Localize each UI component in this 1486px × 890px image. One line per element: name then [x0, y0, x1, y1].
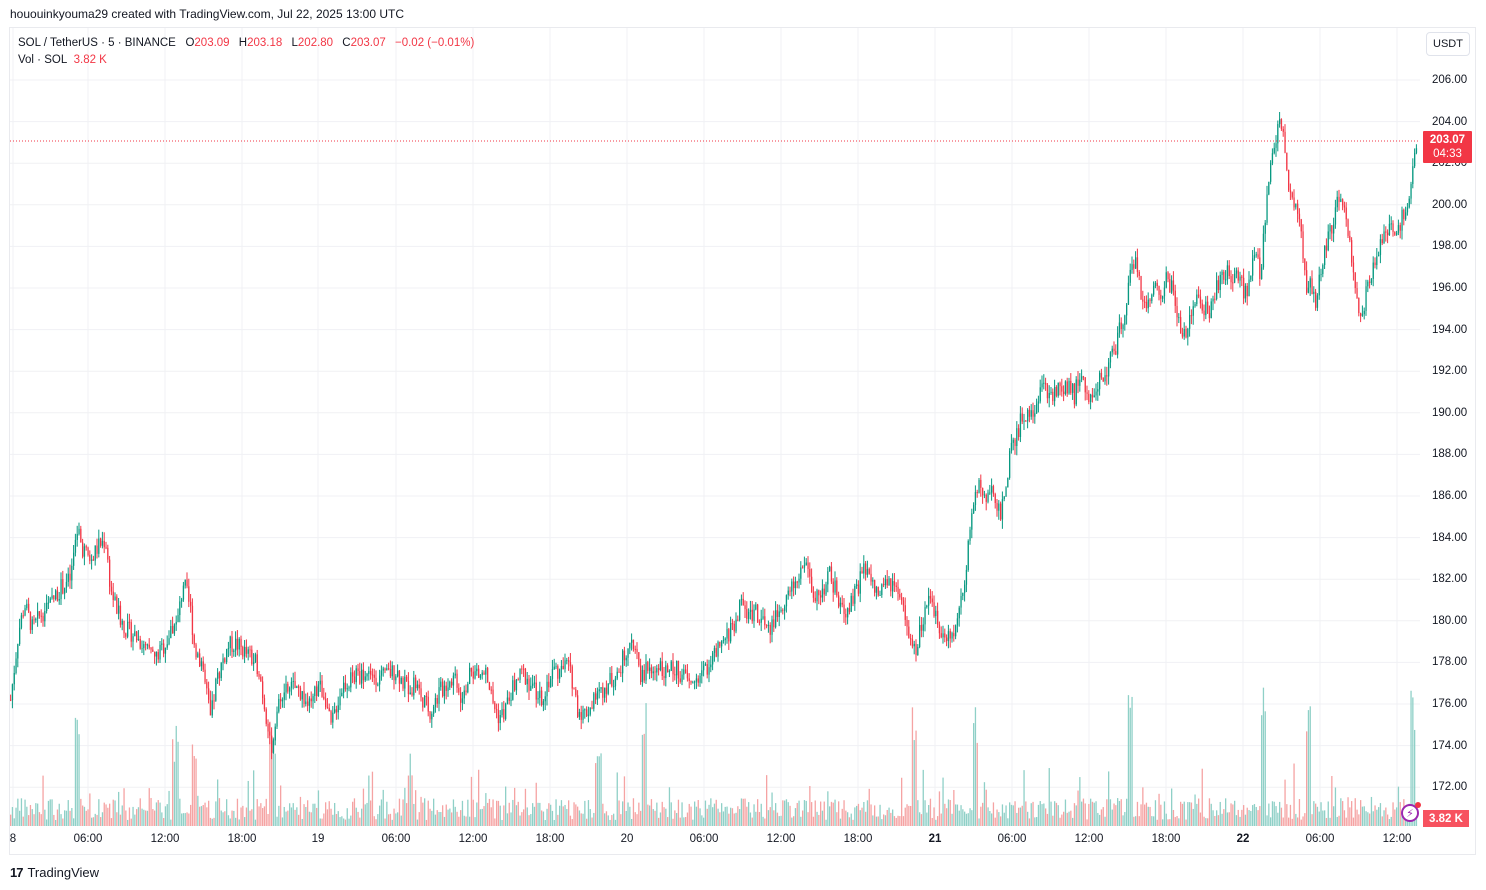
price-tick-label: 182.00: [1432, 573, 1468, 586]
price-tick-label: 188.00: [1432, 448, 1468, 461]
price-tick-label: 172.00: [1432, 781, 1468, 794]
price-tick-label: 176.00: [1432, 698, 1468, 710]
chart-frame: [9, 27, 1476, 855]
price-tick-label: 194.00: [1432, 323, 1468, 336]
chart-plot-area[interactable]: [10, 28, 1420, 826]
time-tick-label: 18:00: [535, 833, 565, 845]
low-value: 202.80: [297, 37, 334, 49]
time-tick-label: 12:00: [1074, 833, 1104, 845]
last-price-label: 203.07 04:33: [1423, 131, 1472, 163]
price-tick-label: 180.00: [1432, 614, 1468, 627]
price-tick-label: 196.00: [1432, 282, 1468, 294]
last-price-value: 203.07: [1429, 134, 1466, 146]
price-tick-label: 192.00: [1432, 365, 1468, 378]
price-tick-label: 186.00: [1432, 490, 1468, 502]
high-value: 203.18: [247, 37, 283, 49]
footer-branding: 17 TradingView: [10, 865, 99, 880]
price-tick-label: 190.00: [1432, 406, 1468, 419]
time-tick-label: 21: [928, 833, 942, 845]
time-tick-label: 22: [1236, 833, 1250, 845]
time-tick-label: 8: [9, 833, 17, 845]
time-tick-label: 19: [311, 833, 325, 845]
chart-legend: SOL / TetherUS · 5 · BINANCE O203.09 H20…: [18, 35, 474, 69]
low-label: L: [291, 37, 298, 49]
high-label: H: [238, 37, 248, 49]
close-value: 203.07: [350, 37, 386, 49]
time-tick-label: 12:00: [766, 833, 796, 845]
tradingview-logo-icon: 17: [10, 865, 24, 880]
currency-button[interactable]: USDT: [1426, 32, 1470, 56]
time-tick-label: 06:00: [381, 833, 411, 845]
time-tick-label: 06:00: [73, 833, 103, 845]
volume-row: Vol · SOL 3.82 K: [18, 52, 474, 69]
volume-label[interactable]: Vol · SOL: [18, 54, 68, 66]
price-tick-label: 178.00: [1432, 656, 1468, 669]
price-tick-label: 184.00: [1432, 531, 1468, 544]
time-tick-label: 12:00: [150, 833, 180, 845]
symbol-title[interactable]: SOL / TetherUS · 5 · BINANCE: [18, 37, 176, 49]
price-tick-label: 204.00: [1432, 115, 1468, 128]
chart-credit: hououinkyouma29 created with TradingView…: [10, 7, 405, 21]
volume-value: 3.82 K: [73, 54, 107, 66]
time-axis[interactable]: 8 06:00 12:00 18:00 19 06:00 12:00 18:00 20 06:00…: [10, 826, 1420, 854]
open-label: O: [185, 37, 195, 49]
notification-dot: [1415, 802, 1421, 808]
time-tick-label: 06:00: [997, 833, 1027, 845]
candlestick-chart: [10, 28, 1420, 826]
close-label: C: [342, 37, 351, 49]
price-tick-label: 198.00: [1432, 240, 1468, 253]
time-tick-label: 12:00: [1382, 833, 1412, 845]
time-tick-label: 06:00: [689, 833, 719, 845]
time-tick-label: 18:00: [843, 833, 873, 845]
price-axis[interactable]: 206.00 204.00 202.00 200.00 198.00 196.00 194.…: [1420, 28, 1475, 826]
price-tick-label: 206.00: [1432, 74, 1468, 86]
open-value: 203.09: [194, 37, 230, 49]
volume-badge: 3.82 K: [1423, 810, 1469, 827]
bar-countdown: 04:33: [1433, 148, 1462, 160]
ohlc-row: SOL / TetherUS · 5 · BINANCE O203.09 H20…: [18, 35, 474, 52]
time-tick-label: 18:00: [227, 833, 257, 845]
time-tick-label: 18:00: [1151, 833, 1181, 845]
change-value: −0.02 (−0.01%): [395, 37, 475, 49]
time-tick-label: 06:00: [1305, 833, 1335, 845]
time-tick-label: 20: [620, 833, 634, 845]
price-tick-label: 174.00: [1432, 739, 1468, 752]
time-tick-label: 12:00: [458, 833, 488, 845]
tradingview-brand: TradingView: [27, 865, 100, 880]
price-tick-label: 200.00: [1432, 198, 1468, 211]
alert-lightning-icon[interactable]: ⚡: [1401, 802, 1421, 822]
